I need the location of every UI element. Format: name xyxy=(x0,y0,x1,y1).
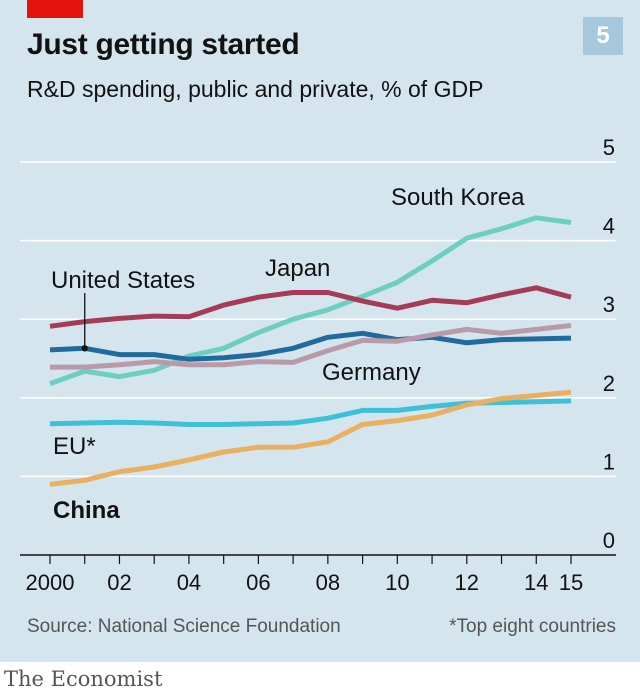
series-line-germany xyxy=(50,323,572,370)
chart-number-badge: 5 xyxy=(583,17,623,55)
x-tick-label: 15 xyxy=(559,570,583,595)
source-note: Source: National Science Foundation xyxy=(27,616,341,637)
brand-red-bar xyxy=(27,0,83,18)
x-tick-label: 02 xyxy=(107,570,131,595)
x-tick-label: 14 xyxy=(524,570,548,595)
x-tick-label: 06 xyxy=(246,570,270,595)
label-eu: EU* xyxy=(53,433,96,460)
y-tick-label: 3 xyxy=(603,292,615,317)
series-labels: South Korea Japan United States Germany EU* C… xyxy=(51,184,525,524)
chart-subtitle: R&D spending, public and private, % of G… xyxy=(27,76,484,102)
grid-lines: 0 1 2 3 4 5 xyxy=(20,135,616,556)
label-china: China xyxy=(53,497,120,524)
y-tick-label: 0 xyxy=(603,528,615,553)
series-lines xyxy=(49,215,572,487)
label-japan: Japan xyxy=(265,255,330,282)
label-south-korea: South Korea xyxy=(391,184,525,211)
y-tick-label: 5 xyxy=(603,135,615,160)
brand-wordmark: The Economist xyxy=(4,667,163,691)
series-line-south-korea xyxy=(49,215,572,387)
label-germany: Germany xyxy=(322,359,421,386)
series-line-eu xyxy=(49,398,572,427)
y-tick-label: 2 xyxy=(603,371,615,396)
series-line-japan xyxy=(49,285,572,329)
footnote: *Top eight countries xyxy=(449,616,616,637)
x-tick-label: 08 xyxy=(316,570,340,595)
x-tick-label: 04 xyxy=(177,570,201,595)
y-tick-label: 1 xyxy=(603,449,615,474)
x-tick-label: 2000 xyxy=(26,570,75,595)
label-united-states: United States xyxy=(51,267,195,294)
series-line-united-states xyxy=(49,330,572,362)
chart-title: Just getting started xyxy=(27,28,300,61)
x-tick-label: 10 xyxy=(385,570,409,595)
series-line-china xyxy=(49,389,572,487)
x-axis: 2000 02 04 06 08 10 12 14 15 xyxy=(26,555,583,595)
us-leader-dot xyxy=(81,345,88,352)
y-tick-label: 4 xyxy=(603,214,615,239)
x-tick-label: 12 xyxy=(455,570,479,595)
